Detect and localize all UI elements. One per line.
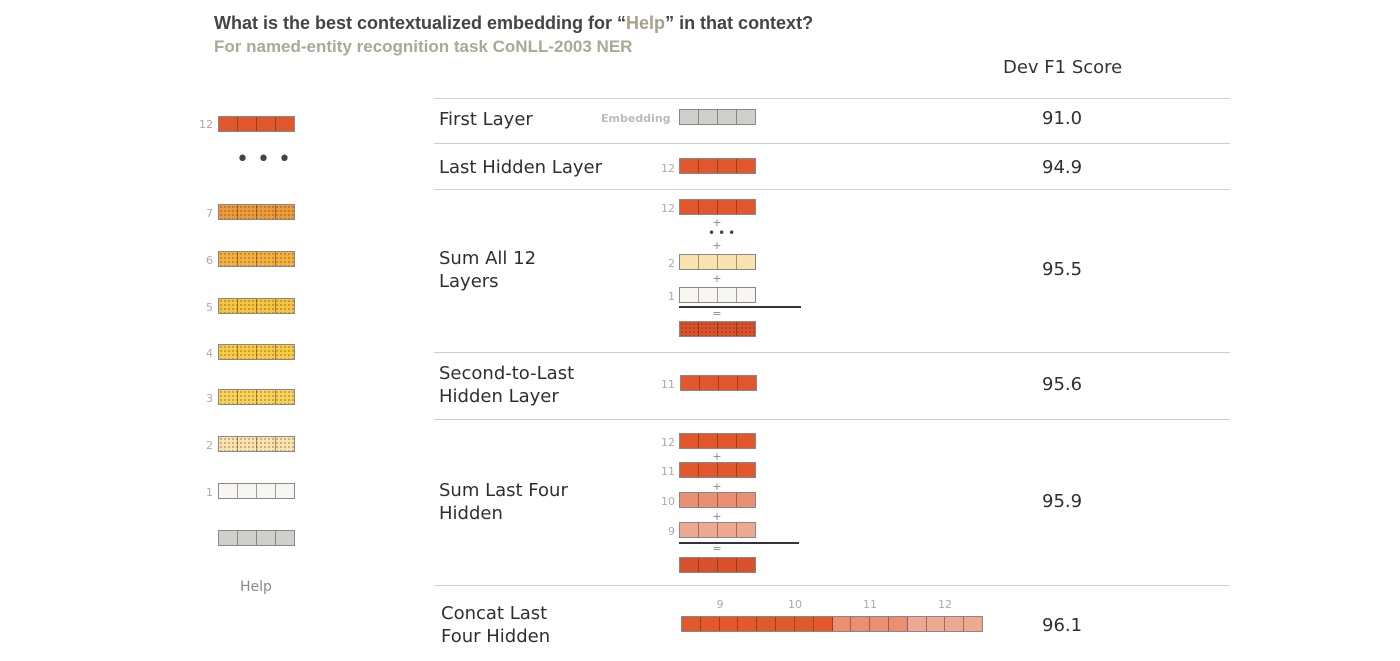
concat-layer-num: 9 — [716, 598, 724, 611]
left-layer-5 — [218, 298, 295, 314]
page-subtitle: For named-entity recognition task CoNLL-… — [214, 37, 633, 56]
layer-num: 10 — [661, 495, 675, 508]
equals-operator: = — [712, 542, 722, 555]
input-word-help: Help — [240, 579, 272, 595]
first-layer-embedding — [679, 109, 756, 125]
left-layer-num: 3 — [206, 392, 213, 405]
score-sum-last-four-hidden: 95.9 — [1042, 491, 1083, 512]
score-last-hidden-layer: 94.9 — [1042, 157, 1083, 178]
left-layer-num: 2 — [206, 439, 213, 452]
score-concat-last-four-hidden: 96.1 — [1042, 615, 1083, 636]
row-divider — [434, 143, 1230, 144]
concat-layer-num: 10 — [788, 598, 802, 611]
sum-four-result — [679, 557, 756, 573]
layer-num: 1 — [668, 290, 675, 303]
left-layer-num: 12 — [199, 118, 213, 131]
sum-rule-line — [679, 306, 801, 308]
sum-all-layer-1 — [679, 287, 756, 303]
column-header-dev-f1: Dev F1 Score — [1003, 57, 1123, 78]
plus-operator: + — [712, 216, 722, 229]
layer-num: 12 — [661, 162, 675, 175]
sum-four-layer-11 — [679, 462, 756, 478]
left-ellipsis-dots: ••• — [236, 147, 299, 172]
sum-ellipsis-dots: ••• — [708, 226, 739, 240]
left-layer-4 — [218, 344, 295, 360]
layer-num: 12 — [661, 436, 675, 449]
sum-all-layer-2 — [679, 254, 756, 270]
layer-num: 2 — [668, 257, 675, 270]
left-layer-num: 7 — [206, 207, 213, 220]
second-to-last-layer-embedding — [680, 375, 757, 391]
last-hidden-layer-embedding — [679, 158, 756, 174]
left-input-embedding — [218, 530, 295, 546]
plus-operator: + — [712, 239, 722, 252]
row-label-concat-last-four-hidden: Concat Last Four Hidden — [441, 603, 551, 647]
plus-operator: + — [712, 480, 722, 493]
row-divider — [434, 352, 1230, 353]
plus-operator: + — [712, 272, 722, 285]
left-layer-num: 6 — [206, 254, 213, 267]
row-divider — [434, 189, 1230, 190]
row-divider — [434, 98, 1230, 99]
left-layer-num: 1 — [206, 486, 213, 499]
score-second-to-last-hidden-layer: 95.6 — [1042, 374, 1083, 395]
layer-num: 11 — [661, 465, 675, 478]
row-label-sum-all-12-layers: Sum All 12 Layers — [439, 248, 537, 292]
concat-layer-num: 12 — [938, 598, 952, 611]
left-layer-num: 5 — [206, 301, 213, 314]
row-divider — [434, 419, 1230, 420]
sum-four-layer-9 — [679, 522, 756, 538]
row-label-last-hidden-layer: Last Hidden Layer — [439, 157, 602, 178]
left-layer-num: 4 — [206, 347, 213, 360]
concat-embedding — [681, 616, 983, 632]
layer-num: 9 — [668, 525, 675, 538]
left-layer-1 — [218, 483, 295, 499]
left-layer-6 — [218, 251, 295, 267]
embedding-label: Embedding — [601, 112, 671, 125]
row-label-sum-last-four-hidden: Sum Last Four Hidden — [439, 480, 568, 524]
sum-rule-line — [679, 542, 799, 544]
left-layer-2 — [218, 436, 295, 452]
row-divider — [434, 585, 1230, 586]
page-title: What is the best contextualized embeddin… — [214, 13, 814, 33]
plus-operator: + — [712, 450, 722, 463]
left-layer-3 — [218, 389, 295, 405]
concat-layer-num: 11 — [863, 598, 877, 611]
left-layer-7 — [218, 204, 295, 220]
layer-num: 12 — [661, 202, 675, 215]
score-sum-all-12-layers: 95.5 — [1042, 259, 1083, 280]
row-label-first-layer: First Layer — [439, 109, 533, 130]
sum-all-layer-12 — [679, 199, 756, 215]
row-label-second-to-last-hidden-layer: Second-to-Last Hidden Layer — [439, 363, 575, 407]
layer-num: 11 — [661, 378, 675, 391]
sum-four-layer-12 — [679, 433, 756, 449]
equals-operator: = — [712, 307, 722, 320]
score-first-layer: 91.0 — [1042, 108, 1083, 129]
sum-four-layer-10 — [679, 492, 756, 508]
plus-operator: + — [712, 510, 722, 523]
sum-all-result — [679, 321, 756, 337]
left-layer-12 — [218, 116, 295, 132]
